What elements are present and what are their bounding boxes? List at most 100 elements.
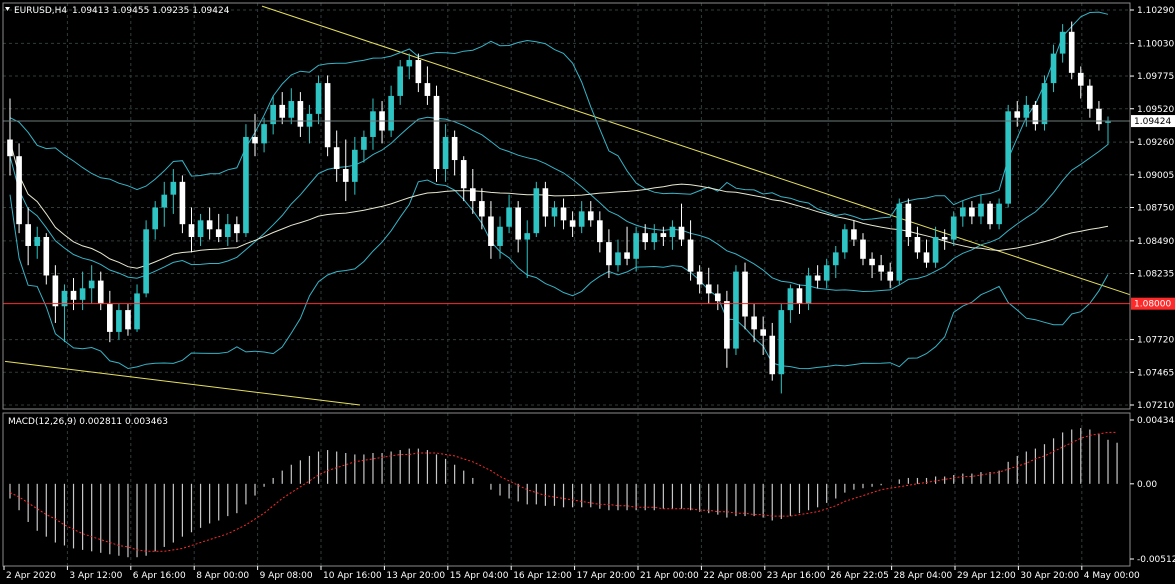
candle	[814, 265, 821, 289]
candle-body	[1032, 104, 1039, 125]
bollinger-lower-line	[9, 179, 1109, 370]
candle	[560, 198, 567, 230]
candle-body	[224, 224, 231, 237]
candle	[415, 53, 422, 93]
candle	[615, 239, 621, 272]
candle-body	[869, 258, 875, 266]
candle-body	[79, 288, 86, 300]
candle	[333, 130, 340, 182]
candle	[1005, 104, 1011, 208]
candle-body	[923, 252, 930, 263]
candle-body	[560, 207, 567, 221]
candle-body	[823, 265, 830, 281]
candle	[25, 207, 31, 266]
candle-body	[370, 111, 376, 137]
ohlc-readout: 1.09413 1.09455 1.09235 1.09424	[72, 6, 230, 16]
candle	[179, 175, 186, 234]
candle-body	[1105, 121, 1111, 123]
candle	[760, 316, 766, 355]
price-levels[interactable]	[3, 120, 1130, 305]
candle	[206, 207, 213, 240]
candle	[442, 124, 449, 182]
candle-body	[878, 265, 884, 272]
candle	[914, 226, 921, 259]
current-price-label: 1.09424	[1134, 117, 1171, 127]
candle	[197, 213, 204, 246]
candle-body	[1005, 111, 1011, 204]
time-tick-label: 6 Apr 16:00	[133, 571, 186, 581]
candle-body	[842, 229, 848, 253]
trendline-upper[interactable]	[261, 5, 1131, 296]
candle-body	[687, 239, 694, 272]
candle-body	[315, 83, 322, 114]
candle	[52, 265, 59, 323]
candle-body	[152, 207, 159, 230]
candle	[397, 60, 404, 105]
price-tick-label: 1.09005	[1137, 171, 1174, 181]
candle-body	[297, 101, 304, 127]
candle-body	[959, 207, 966, 217]
candle	[751, 303, 757, 343]
candle	[733, 265, 739, 355]
candle-body	[34, 236, 41, 246]
candle	[696, 265, 703, 294]
candle-body	[1077, 72, 1084, 86]
candle	[823, 258, 830, 289]
trendlines[interactable]	[4, 5, 1131, 406]
candle	[433, 85, 440, 182]
candle-body	[306, 113, 313, 127]
candle	[370, 98, 376, 150]
price-tick-label: 1.10030	[1137, 39, 1174, 49]
triangle-down-icon[interactable]	[5, 7, 10, 11]
candle	[306, 104, 313, 144]
candle	[987, 201, 993, 230]
candle	[533, 181, 540, 237]
candle-body	[134, 293, 140, 330]
candle-body	[43, 236, 50, 276]
candle-body	[52, 275, 59, 307]
time-tick-label: 10 Apr 16:00	[323, 571, 382, 581]
candle-body	[533, 188, 540, 234]
candle-body	[787, 288, 794, 311]
candle-body	[778, 310, 785, 375]
trendline-lower[interactable]	[4, 360, 361, 406]
candle	[125, 303, 131, 336]
candle-body	[324, 83, 331, 148]
macd-label: MACD(12,26,9) 0.002811 0.003463	[8, 417, 168, 427]
macd-panel	[9, 428, 1118, 558]
candle	[16, 143, 22, 234]
candle-body	[832, 252, 839, 266]
candle	[107, 290, 113, 343]
candle-body	[587, 211, 594, 221]
candle-body	[107, 303, 113, 332]
candle	[660, 226, 667, 246]
candle	[134, 284, 140, 332]
candle-body	[1050, 53, 1057, 84]
candle-body	[506, 207, 512, 227]
candle-body	[769, 335, 776, 375]
candle-body	[551, 207, 558, 217]
candle-body	[88, 280, 95, 289]
candle	[161, 181, 168, 227]
candle	[1077, 66, 1084, 99]
candle	[769, 322, 776, 381]
candle-body	[896, 203, 903, 281]
candle-body	[125, 310, 131, 330]
candle	[488, 201, 494, 259]
candle-body	[597, 220, 603, 243]
chart-header: EURUSD,H4 1.09413 1.09455 1.09235 1.0942…	[5, 6, 230, 16]
candle	[633, 226, 639, 272]
candle-body	[388, 95, 394, 131]
candle	[832, 245, 839, 279]
candle-body	[905, 203, 912, 237]
symbol-label: EURUSD,H4	[14, 6, 67, 16]
candle	[352, 136, 358, 195]
candle-body	[206, 220, 213, 230]
candle	[342, 139, 349, 202]
candle	[88, 265, 95, 304]
candle-body	[1041, 83, 1048, 125]
candle	[524, 220, 531, 279]
